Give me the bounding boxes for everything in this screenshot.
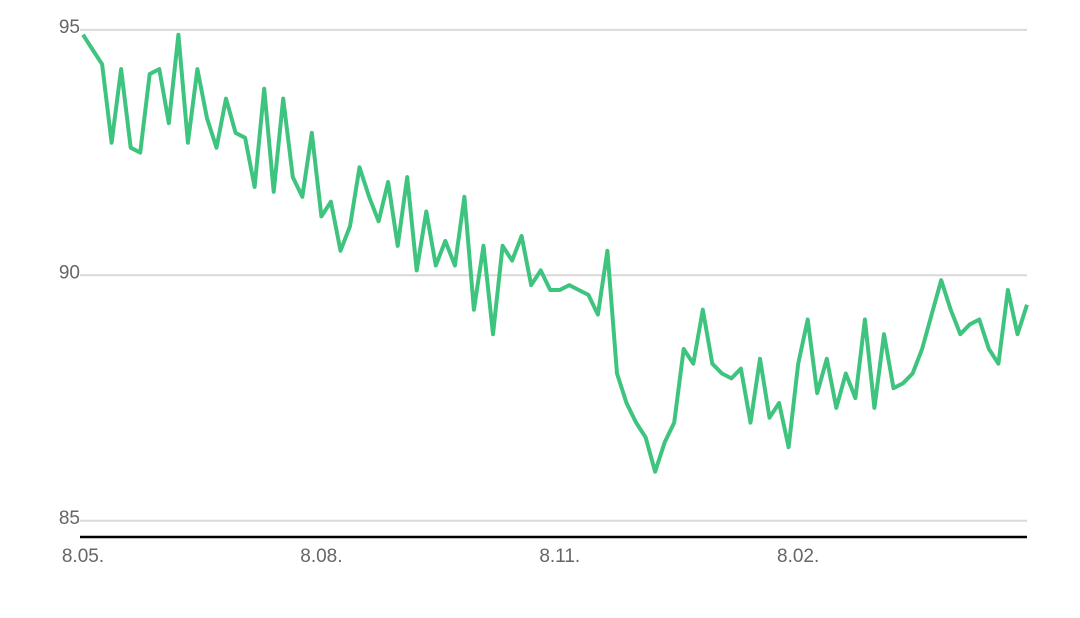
line xyxy=(81,32,1029,474)
y-tick-label: 95 xyxy=(59,17,80,38)
x-tick-label: 8.11. xyxy=(539,546,580,567)
x-tick-label: 8.05. xyxy=(62,546,104,567)
x-tick-label: 8.02. xyxy=(777,546,819,567)
y-tick-label: 90 xyxy=(59,262,80,283)
y-tick-label: 85 xyxy=(59,508,80,529)
x-tick-label: 8.08. xyxy=(300,546,342,567)
